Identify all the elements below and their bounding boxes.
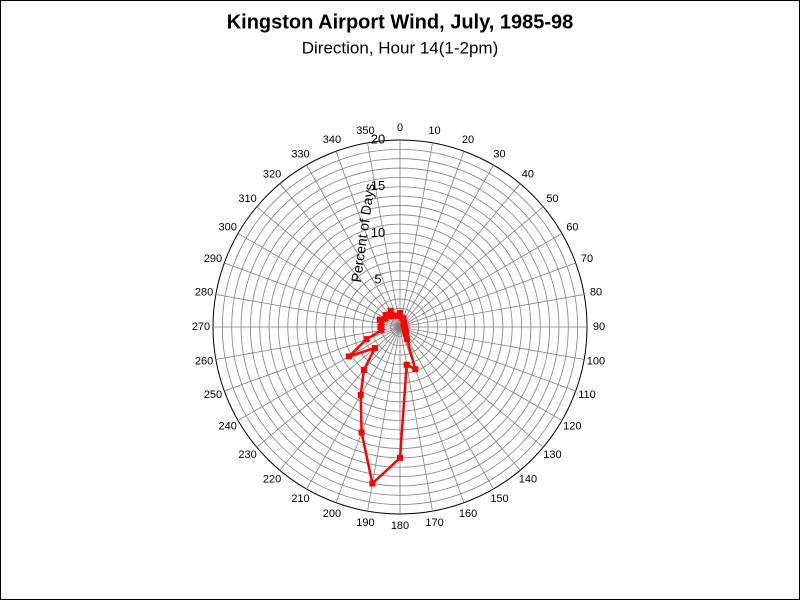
- angle-label: 50: [546, 193, 558, 205]
- spoke: [215, 294, 401, 328]
- spoke: [399, 326, 585, 360]
- angle-label: 330: [291, 149, 309, 161]
- angle-label: 200: [323, 508, 341, 520]
- spoke: [335, 326, 401, 503]
- angle-label: 80: [590, 286, 602, 298]
- angle-label: 190: [356, 517, 374, 529]
- angle-label: 290: [204, 253, 222, 265]
- spoke: [399, 183, 521, 328]
- angle-label: 170: [425, 517, 443, 529]
- angle-label: 350: [356, 125, 374, 137]
- spoke: [399, 326, 563, 421]
- spoke: [399, 294, 585, 328]
- angle-label: 30: [493, 149, 505, 161]
- point-marker: [363, 336, 370, 343]
- point-marker: [378, 327, 385, 334]
- point-marker: [377, 324, 384, 330]
- spoke: [399, 164, 494, 328]
- point-marker: [395, 312, 402, 319]
- angle-label: 70: [581, 253, 593, 265]
- angle-label: 320: [263, 168, 281, 180]
- angle-label: 20: [462, 134, 474, 146]
- angle-label: 270: [192, 321, 210, 333]
- r-tick-label: 10: [371, 225, 385, 240]
- angle-label: 220: [263, 473, 281, 485]
- point-marker: [376, 316, 383, 323]
- spoke: [335, 151, 401, 328]
- angle-label: 240: [218, 420, 236, 432]
- angle-label: 150: [490, 493, 508, 505]
- r-tick-label: 15: [371, 178, 385, 193]
- spoke: [306, 164, 401, 328]
- spoke: [399, 206, 544, 328]
- spoke: [279, 326, 401, 471]
- r-tick-label: 20: [371, 131, 385, 146]
- angle-label: 210: [291, 493, 309, 505]
- spoke: [399, 233, 563, 328]
- spoke: [399, 326, 521, 471]
- point-marker: [358, 429, 365, 436]
- point-marker: [378, 320, 385, 327]
- angle-label: 340: [323, 134, 341, 146]
- spoke: [399, 326, 494, 490]
- spoke: [215, 326, 401, 360]
- point-marker: [397, 454, 403, 461]
- angle-label: 110: [578, 389, 596, 401]
- spoke: [399, 326, 576, 392]
- chart-title: Kingston Airport Wind, July, 1985-98: [227, 11, 574, 33]
- point-marker: [412, 366, 419, 373]
- point-marker: [387, 313, 394, 320]
- angle-label: 100: [587, 355, 605, 367]
- angle-label: 280: [195, 286, 213, 298]
- point-marker: [403, 331, 410, 338]
- angle-label: 0: [397, 122, 403, 134]
- angle-label: 310: [238, 193, 256, 205]
- point-marker: [403, 361, 410, 368]
- angle-label: 60: [566, 221, 578, 233]
- point-marker: [357, 392, 364, 399]
- spoke: [237, 326, 401, 421]
- spoke: [279, 183, 401, 328]
- angle-label: 260: [195, 355, 213, 367]
- point-marker: [360, 366, 367, 373]
- angle-label: 90: [593, 321, 605, 333]
- angle-label: 230: [238, 449, 256, 461]
- point-marker: [387, 307, 394, 314]
- spoke: [224, 262, 401, 328]
- point-marker: [371, 345, 378, 352]
- angle-label: 140: [519, 473, 537, 485]
- spoke: [256, 206, 401, 328]
- angle-label: 250: [204, 389, 222, 401]
- spoke: [399, 262, 576, 328]
- point-marker: [382, 315, 389, 322]
- spoke: [367, 142, 401, 328]
- spoke: [399, 151, 465, 328]
- angle-label: 130: [543, 449, 561, 461]
- angle-label: 10: [428, 125, 440, 137]
- point-marker: [369, 480, 376, 487]
- angle-label: 40: [522, 168, 534, 180]
- angle-label: 300: [218, 221, 236, 233]
- spoke: [399, 326, 433, 512]
- spoke: [399, 326, 544, 448]
- spoke: [237, 233, 401, 328]
- r-tick-label: 5: [374, 272, 381, 287]
- point-marker: [404, 336, 411, 343]
- angle-label: 160: [459, 508, 477, 520]
- chart-subtitle: Direction, Hour 14(1-2pm): [302, 38, 499, 57]
- spoke: [399, 142, 433, 328]
- angle-label: 120: [563, 420, 581, 432]
- point-marker: [345, 353, 352, 360]
- angle-label: 180: [391, 520, 409, 532]
- point-marker: [382, 311, 389, 318]
- spoke: [306, 326, 401, 490]
